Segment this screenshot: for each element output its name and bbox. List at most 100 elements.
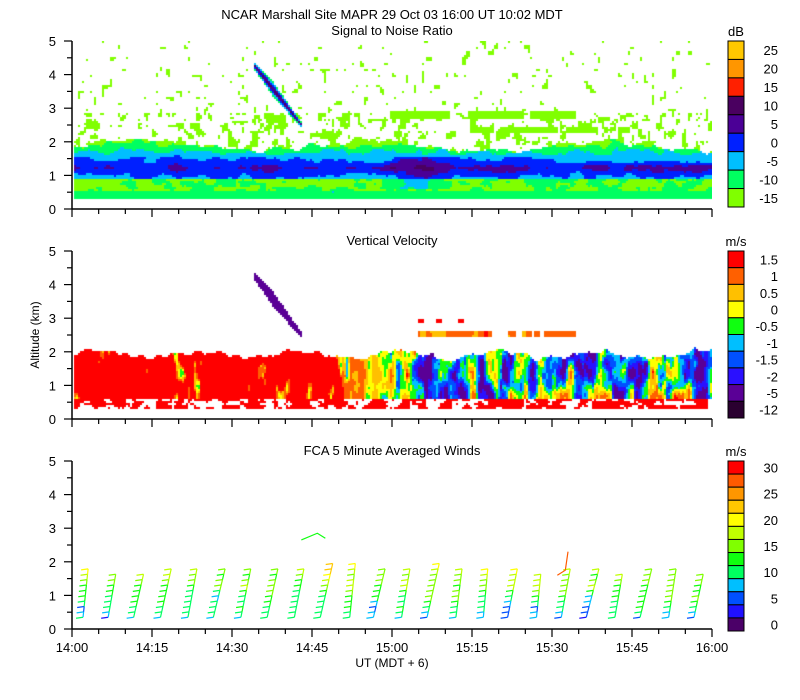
wind-barb-flag [503,600,511,603]
wind-barb-flag [241,579,249,582]
y-tick-label: 3 [49,101,56,116]
wind-barb-flag [636,600,645,603]
wind-barb-flag [613,584,621,587]
wind-barb-flag [155,605,163,609]
y-tick-label: 5 [49,454,56,469]
wind-barb-flag [663,605,671,609]
wind-barb-staff [672,584,675,591]
colorbar-box [727,350,745,369]
wind-barb-profile [342,562,356,619]
wind-barb-flag [288,611,296,614]
colorbar-box [727,486,745,501]
colorbar-box [727,538,745,554]
colorbar-label: 5 [771,591,778,606]
wind-barb-flag [320,584,328,587]
wind-barb-staff [163,595,166,602]
wind-barb-flag [429,573,437,576]
wind-barb-staff [585,611,589,618]
wind-barb-profile [633,568,653,619]
wind-barb-staff [167,579,170,586]
wind-barb-flag [344,600,352,603]
wind-barb-flag [691,595,699,598]
wind-barb-staff [242,600,245,607]
wind-barb-flag [451,595,459,598]
wind-barb-flag [476,616,484,619]
wind-barb-flag [428,579,436,582]
wind-barb-flag [243,568,251,571]
wind-barb-staff [568,568,571,575]
wind-barb-flag [477,600,485,603]
wind-barb-flag [688,611,696,614]
wind-barb-staff [455,611,458,618]
wind-barb-flag [126,616,134,619]
wind-barb-profile [529,573,542,619]
colorbar-label: -1 [766,336,778,351]
wind-barb-staff [352,579,355,586]
wind-barb-staff [114,574,117,580]
wind-barb-staff [648,574,651,580]
wind-barb-flag [188,573,196,576]
wind-barb-flag [642,579,650,582]
colorbar-label: 15 [764,539,778,554]
colorbar-label: 25 [764,43,778,58]
wind-barb-flag [77,600,85,603]
wind-barb-staff [455,606,458,612]
wind-barb-flag [261,611,269,614]
wind-barb-staff [353,568,356,575]
wind-barb-flag [532,589,540,592]
wind-barb-flag [689,605,697,609]
wind-barb-staff [458,590,460,596]
wind-barb-staff [133,611,136,618]
wind-barb-flag [666,584,674,587]
wind-barb-flag [215,579,223,582]
y-tick-label: 3 [49,311,56,326]
wind-barb-staff [565,584,568,591]
wind-barb-staff [538,590,540,596]
wind-barb-staff [189,601,192,607]
colorbar-label: -1.5 [756,353,778,368]
wind-barb-flag [505,589,514,592]
colorbar-box [727,499,745,514]
y-tick-label: 1 [49,588,56,603]
wind-barb-staff [274,574,278,580]
wind-barb-flag [638,595,646,598]
wind-barb-flag [186,584,195,587]
y-tick-label: 1 [49,378,56,393]
wind-barb-flag [502,605,510,609]
wind-barb-flag [665,589,673,592]
wind-barb-staff [296,595,300,602]
wind-barb-flag [242,573,250,576]
wind-barb-flag [293,584,301,587]
wind-barb-flag [667,579,675,582]
wind-barb-staff [649,568,653,575]
wind-barb-flag [161,579,169,582]
wind-barb-staff [381,574,385,580]
colorbar-box [727,473,745,488]
wind-barb-staff [134,606,137,612]
y-tick-label: 2 [49,135,56,150]
wind-barb-flag [587,584,595,587]
wind-barb-staff [247,574,251,580]
wind-barb-staff [589,595,593,602]
wind-barb-flag [480,573,488,576]
wind-barb-flag [557,600,565,603]
wind-barb-flag [319,589,327,592]
wind-barb-profile [686,573,704,619]
wind-barb-staff [695,600,699,607]
wind-barb-flag [377,568,386,571]
wind-barb-flag [400,579,409,582]
wind-barb-staff [351,590,354,596]
wind-barb-flag [239,589,247,592]
wind-barb-staff [668,606,671,612]
wind-barb-flag [692,589,700,592]
wind-barb-staff [324,590,328,596]
colorbar-box [727,512,745,527]
wind-barb-staff [562,601,565,607]
panel-axes: 0 1 2 3 4 5 [49,244,713,427]
wind-barb-flag [103,600,112,603]
wind-barb-staff [214,606,217,613]
colorbar: 30 25 20 15 10 5 0 [727,460,778,632]
wind-barb-flag [315,605,323,609]
wind-barb-staff [322,600,325,607]
colorbar-box [727,578,745,593]
